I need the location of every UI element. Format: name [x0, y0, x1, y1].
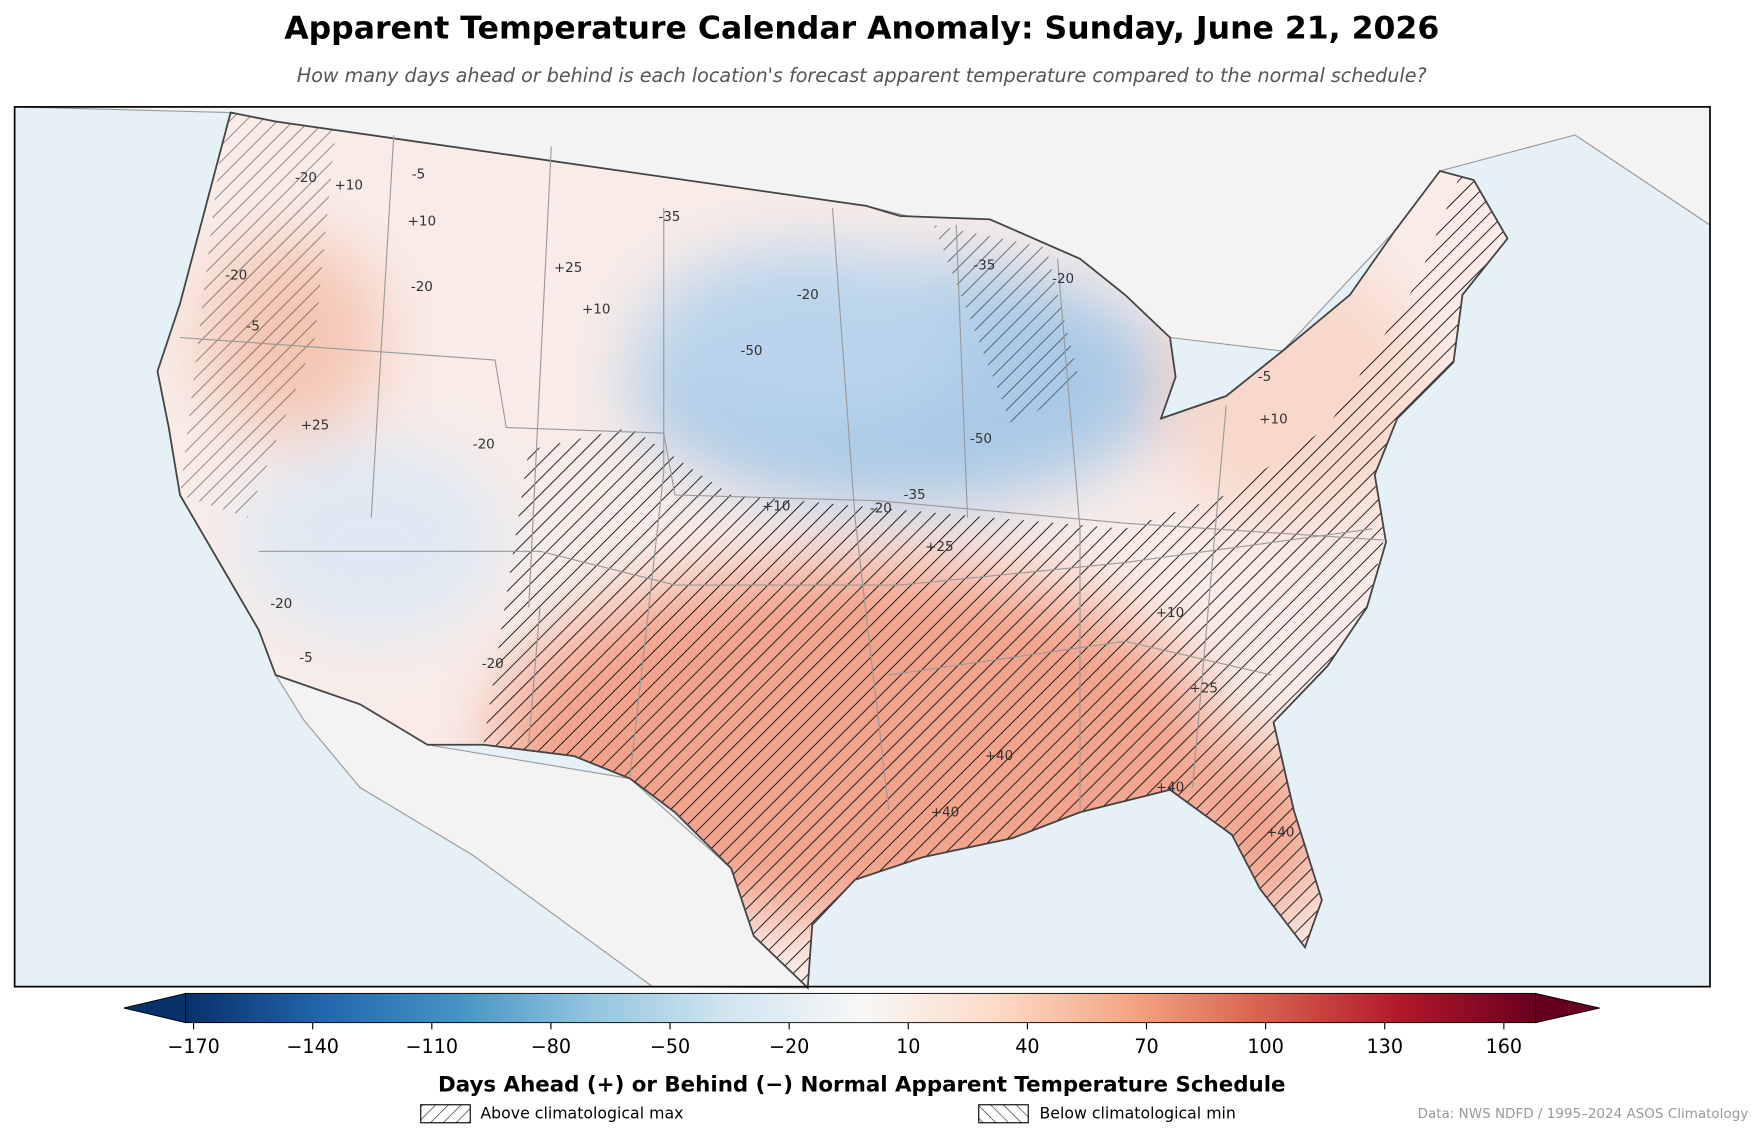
map: -20 +10 -5 +10 -20 -20 -5 +25 +10 -35 -50 -35 -20 -20… [13, 106, 1711, 990]
contour-label: -5 [1258, 369, 1271, 385]
contour-label: +25 [301, 417, 330, 433]
contour-label: +10 [762, 498, 790, 514]
contour-label: -20 [797, 287, 819, 303]
contour-label: -5 [299, 650, 312, 666]
legend-label: Below climatological min [1040, 1103, 1236, 1122]
contour-label: -50 [970, 431, 992, 447]
contour-label: -5 [246, 318, 259, 334]
subtitle: How many days ahead or behind is each lo… [297, 64, 1427, 87]
title: Apparent Temperature Calendar Anomaly: S… [284, 10, 1439, 46]
colorbar-tick-label: 130 [1367, 1035, 1403, 1058]
colorbar-scale [185, 992, 1537, 1024]
contour-label: -20 [270, 596, 292, 612]
colorbar-tick-label: −110 [406, 1035, 458, 1058]
contour-label: +40 [1266, 825, 1295, 841]
contour-label: +25 [554, 260, 583, 276]
contour-label: -50 [740, 343, 762, 359]
contour-label: -35 [658, 209, 680, 225]
contour-label: +10 [1259, 412, 1288, 428]
legend-label: Above climatological max [480, 1103, 683, 1122]
colorbar-tick-label: −50 [650, 1035, 690, 1058]
contour-label: +25 [925, 539, 953, 555]
colorbar-tick-label: −20 [769, 1035, 809, 1058]
contour-labels: -20 +10 -5 +10 -20 -20 -5 +25 +10 -35 -50 -35 -20 -20… [225, 166, 1294, 840]
colorbar-label: Days Ahead (+) or Behind (−) Normal Appa… [438, 1073, 1286, 1098]
contour-label: -20 [870, 501, 892, 517]
colorbar-tick-label: 70 [1134, 1035, 1158, 1058]
state-lines [179, 134, 1384, 811]
contour-label: +40 [931, 804, 959, 820]
colorbar-tick-label: 160 [1486, 1035, 1522, 1058]
colorbar-tick-label: −170 [167, 1035, 220, 1058]
contour-label: +40 [1156, 780, 1185, 796]
colorbar-tick-label: 40 [1015, 1035, 1039, 1058]
contour-label: -35 [973, 258, 995, 274]
contour-label: -20 [225, 268, 247, 284]
colorbar-tick-label: −140 [286, 1035, 339, 1058]
contour-label: -20 [295, 170, 317, 186]
colorbar-extend-low [123, 992, 187, 1024]
legend-swatch [978, 1104, 1029, 1124]
contour-label: +10 [582, 301, 610, 317]
map-frame [13, 106, 1711, 988]
contour-label: +10 [1156, 605, 1185, 621]
colorbar-extend-high [1535, 992, 1600, 1024]
contour-label: +40 [985, 748, 1013, 764]
contour-label: -20 [1052, 271, 1074, 287]
contour-label: -35 [904, 487, 926, 503]
legend-swatch [420, 1104, 471, 1124]
country-border [156, 111, 1509, 990]
colorbar-tick-label: 10 [896, 1035, 920, 1058]
contour-label: -20 [411, 279, 433, 295]
contour-label: +10 [335, 178, 364, 194]
colorbar: −170 −140 −110 −80 −50 −20 10 40 70 100 130 160 [123, 992, 1600, 1058]
contour-label: +25 [1190, 681, 1219, 697]
contour-label: +10 [408, 214, 437, 230]
colorbar-tick-label: 100 [1247, 1035, 1283, 1058]
colorbar-tick-label: −80 [531, 1035, 571, 1058]
contour-label: -20 [473, 436, 495, 452]
contour-label: -5 [412, 166, 425, 182]
source-note: Data: NWS NDFD / 1995–2024 ASOS Climatol… [1418, 1106, 1749, 1122]
contour-label: -20 [482, 656, 504, 672]
